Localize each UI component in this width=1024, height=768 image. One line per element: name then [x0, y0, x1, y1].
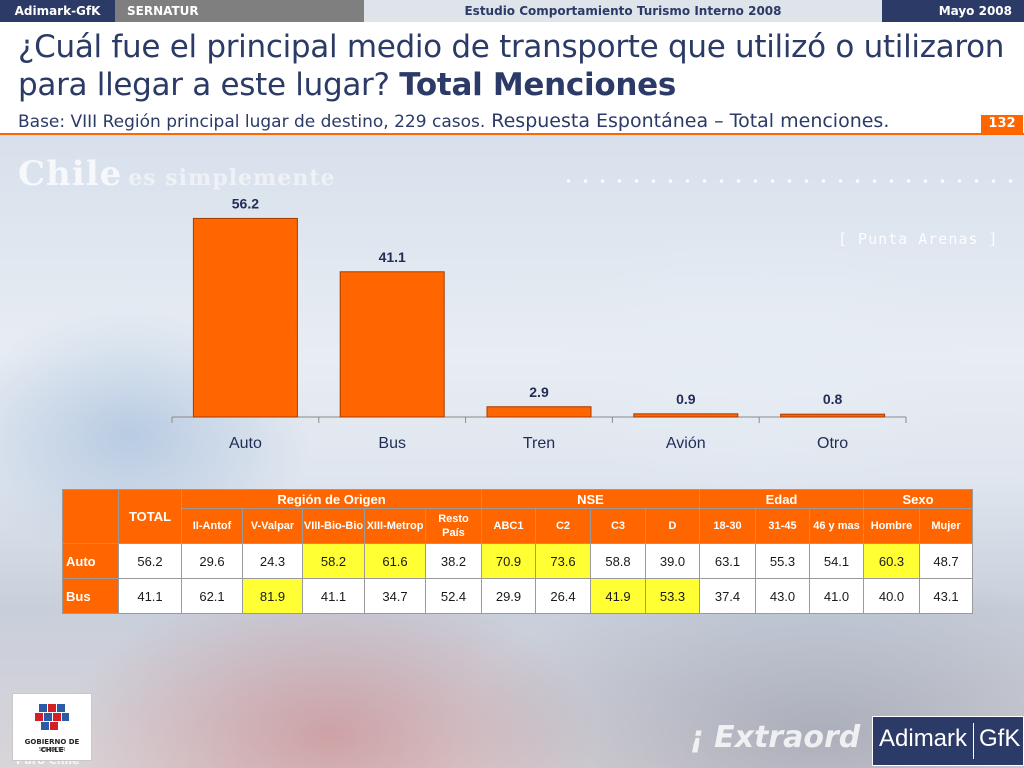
- crosstab-table: TOTAL Región de Origen NSE Edad Sexo II-Anto…: [62, 489, 973, 614]
- table-cell: 60.3: [863, 543, 920, 579]
- page-number-badge: 132: [981, 115, 1023, 133]
- slogan: ¡ Extraord: [690, 720, 861, 755]
- table-cell: 41.9: [590, 578, 646, 614]
- table-cell: 41.0: [809, 578, 864, 614]
- bar-value-label: 0.8: [823, 391, 843, 407]
- table-column-header: Hombre: [863, 508, 920, 544]
- page-title: ¿Cuál fue el principal medio de transpor…: [18, 28, 1008, 104]
- bar-auto: [192, 217, 298, 418]
- place-label: [ Punta Arenas ]: [838, 230, 999, 248]
- table-row: Bus 41.1 62.1 81.9 41.1 34.7 52.4 29.9 26.4 41.9 5…: [62, 578, 973, 614]
- table-cell: 62.1: [181, 578, 243, 614]
- table-group-header: NSE: [481, 489, 700, 509]
- table-cell: 29.6: [181, 543, 243, 579]
- adimark-logo: Adimark GfK: [872, 716, 1024, 766]
- bar-bus: [339, 271, 445, 418]
- table-group-header: Sexo: [863, 489, 973, 509]
- title-question: ¿Cuál fue el principal medio de transpor…: [18, 29, 1005, 103]
- table-row-label: Auto: [62, 543, 119, 579]
- category-label: Otro: [817, 435, 848, 452]
- title-emphasis: Total Menciones: [399, 67, 676, 103]
- header-divider: [0, 133, 1024, 135]
- table-cell: 24.3: [242, 543, 303, 579]
- table-cell: 41.1: [302, 578, 365, 614]
- table-cell: 48.7: [919, 543, 973, 579]
- decorative-dots: [560, 178, 1020, 184]
- table-cell: 63.1: [699, 543, 756, 579]
- table-cell-total: 41.1: [118, 578, 182, 614]
- table-cell: 52.4: [425, 578, 482, 614]
- brand-label: Adimark-GfK: [0, 0, 115, 22]
- study-label: Estudio Comportamiento Turismo Interno 2…: [364, 0, 882, 22]
- category-label: Auto: [229, 435, 262, 452]
- table-cell: 73.6: [535, 543, 591, 579]
- table-cell: 61.6: [364, 543, 426, 579]
- gobierno-logo: GOBIERNO DE CHILE SERNATUR: [12, 693, 92, 761]
- table-group-header: Edad: [699, 489, 864, 509]
- bar-tren: [486, 406, 592, 418]
- table-cell: 26.4: [535, 578, 591, 614]
- bar-value-label: 41.1: [379, 249, 406, 265]
- table-row-label: Bus: [62, 578, 119, 614]
- table-cell: 54.1: [809, 543, 864, 579]
- table-column-header: II-Antof: [181, 508, 243, 544]
- table-cell: 34.7: [364, 578, 426, 614]
- subtitle-note: Respuesta Espontánea – Total menciones.: [491, 110, 890, 132]
- table-column-header: V-Valpar: [242, 508, 303, 544]
- table-cell: 39.0: [645, 543, 700, 579]
- page-subtitle: Base: VIII Región principal lugar de des…: [18, 110, 978, 132]
- date-label: Mayo 2008: [882, 0, 1024, 22]
- background-image: Chile es simplemente [ Punta Arenas ] ¡ E…: [0, 134, 1024, 768]
- table-column-header: 18-30: [699, 508, 756, 544]
- table-cell: 58.8: [590, 543, 646, 579]
- table-cell: 43.1: [919, 578, 973, 614]
- table-cell: 58.2: [302, 543, 365, 579]
- bar-value-label: 2.9: [529, 384, 549, 400]
- table-column-header: C2: [535, 508, 591, 544]
- table-column-header: 31-45: [755, 508, 810, 544]
- category-label: Avión: [666, 435, 706, 452]
- table-column-header: Mujer: [919, 508, 973, 544]
- table-cell: 29.9: [481, 578, 536, 614]
- bar-avi-n: [633, 413, 739, 418]
- table-cell: 81.9: [242, 578, 303, 614]
- table-column-header: ABC1: [481, 508, 536, 544]
- table-group-header: Región de Origen: [181, 489, 482, 509]
- table-cell: 55.3: [755, 543, 810, 579]
- gobierno-label: GOBIERNO DE CHILE: [24, 738, 80, 754]
- category-label: Bus: [378, 435, 406, 452]
- table-cell: 53.3: [645, 578, 700, 614]
- category-label: Tren: [523, 435, 555, 452]
- table-header-total: TOTAL: [118, 489, 182, 544]
- table-row: Auto 56.2 29.6 24.3 58.2 61.6 38.2 70.9 73.6 58.8…: [62, 543, 973, 579]
- header-bar: Adimark-GfK SERNATUR Estudio Comportamie…: [0, 0, 1024, 22]
- table-column-header: D: [645, 508, 700, 544]
- table-column-header: 46 y mas: [809, 508, 864, 544]
- sernatur-label: SERNATUR: [38, 747, 66, 753]
- bar-value-label: 0.9: [676, 391, 696, 407]
- table-cell: 40.0: [863, 578, 920, 614]
- table-column-header: VIII-Bio-Bio: [302, 508, 365, 544]
- client-label: SERNATUR: [115, 0, 364, 22]
- logo-separator: [973, 723, 974, 759]
- table-column-header: XIII-Metrop: [364, 508, 426, 544]
- table-column-header: Resto País: [425, 508, 482, 544]
- subtitle-base: Base: VIII Región principal lugar de des…: [18, 112, 486, 132]
- gobierno-emblem-icon: [35, 704, 69, 730]
- bar-chart: 56.2 Auto 41.1 Bus 2.9 Tren 0.9 Avión 0.8 Otro: [171, 195, 907, 452]
- bar-value-label: 56.2: [232, 195, 259, 211]
- table-cell: 43.0: [755, 578, 810, 614]
- table-cell: 70.9: [481, 543, 536, 579]
- table-corner: [62, 489, 119, 544]
- table-cell: 38.2: [425, 543, 482, 579]
- watermark: Chile es simplemente: [18, 154, 336, 194]
- gfk-logo-text: GfK: [979, 725, 1021, 752]
- adimark-logo-text: Adimark: [879, 725, 968, 752]
- table-column-header: C3: [590, 508, 646, 544]
- table-cell-total: 56.2: [118, 543, 182, 579]
- bar-otro: [780, 413, 886, 418]
- table-cell: 37.4: [699, 578, 756, 614]
